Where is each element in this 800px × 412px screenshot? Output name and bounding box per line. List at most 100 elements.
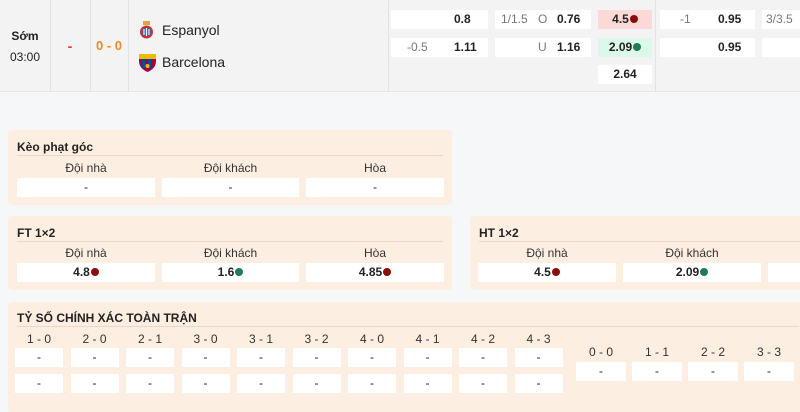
home-score-odds[interactable]: - (348, 348, 396, 367)
score-label: 3 - 0 (193, 332, 218, 346)
odds-value: 2.09 (608, 40, 633, 54)
label-home: Đội nhà (65, 246, 107, 260)
match-row[interactable]: Sớm 03:00 - 0 - 0 Espanyol Barcelona 0.8… (0, 0, 800, 92)
ou-line: 3/3.5 (766, 12, 793, 26)
home-score-odds[interactable]: - (237, 348, 285, 367)
trend-up-icon (700, 268, 709, 276)
draw-score-label: 0 - 0 (588, 345, 613, 359)
ht-home-odds[interactable]: 4.5 (478, 263, 616, 282)
divider (17, 155, 443, 156)
draw-score-label: 3 - 3 (756, 345, 781, 359)
home-score-odds[interactable]: - (292, 348, 341, 367)
espanyol-crest-icon (138, 21, 155, 39)
card-title: TỶ SỐ CHÍNH XÁC TOÀN TRẬN (17, 311, 197, 325)
corner-card: Kèo phạt góc Đội nhà Đội khách Hòa - - - (8, 130, 452, 205)
draw-score-odds[interactable]: - (744, 362, 794, 381)
handicap-line: -0.5 (407, 40, 428, 54)
divider (388, 0, 389, 92)
label-away: Đội khách (203, 161, 258, 175)
label-draw: Hòa (363, 246, 386, 260)
home-score-odds[interactable]: - (514, 348, 563, 367)
label-draw: Hòa (363, 161, 386, 175)
overunder2-over[interactable]: 3/3.5 (762, 10, 800, 29)
corner-home-odds[interactable]: - (17, 178, 155, 197)
ht-draw-odds[interactable] (768, 263, 800, 282)
away-score-odds[interactable]: - (403, 374, 452, 393)
corner-draw-odds[interactable]: - (306, 178, 444, 197)
score-label: 2 - 1 (137, 332, 162, 346)
score-label: 3 - 1 (248, 332, 273, 346)
away-score-odds[interactable]: - (181, 374, 230, 393)
home-score-odds[interactable]: - (15, 348, 63, 367)
ou-side: U (538, 40, 547, 54)
barcelona-crest-icon (138, 52, 157, 72)
odds-value: 2.64 (613, 67, 637, 81)
divider (655, 0, 656, 92)
home-score-odds[interactable]: - (181, 348, 230, 367)
draw-score-label: 2 - 2 (700, 345, 725, 359)
away-score-odds[interactable]: - (292, 374, 341, 393)
away-score-odds[interactable]: - (348, 374, 396, 393)
odds-value: 4.5 (612, 12, 629, 26)
overunder2-under[interactable] (762, 38, 800, 57)
1x2-away[interactable]: 2.09 (598, 38, 652, 57)
over-odds[interactable]: 1/1.5 O 0.76 (495, 10, 591, 29)
away-score-odds[interactable]: - (459, 374, 507, 393)
divider (50, 0, 51, 92)
odds-value: 1.11 (454, 40, 477, 54)
label-away: Đội khách (203, 246, 258, 260)
divider (17, 241, 443, 242)
home-score-odds[interactable]: - (459, 348, 507, 367)
trend-down-icon (629, 15, 638, 23)
away-score-odds[interactable]: - (237, 374, 285, 393)
home-score-odds[interactable]: - (70, 348, 119, 367)
trend-down-icon (90, 268, 99, 276)
ou-side: O (538, 12, 548, 26)
score-label: 2 - 0 (82, 332, 107, 346)
handicap2-away[interactable]: 0.95 (660, 38, 755, 57)
ft-away-odds[interactable]: 1.6 (162, 263, 299, 282)
away-team[interactable]: Barcelona (162, 54, 226, 70)
score-label: 4 - 0 (359, 332, 384, 346)
ft-card: FT 1×2 Đội nhà Đội khách Hòa 4.8 1.6 4.8… (8, 216, 452, 290)
home-team[interactable]: Espanyol (162, 22, 220, 38)
match-time: 03:00 (9, 50, 41, 64)
card-title: FT 1×2 (17, 226, 56, 240)
live-indicator: - (67, 38, 73, 54)
odds-value: 2.09 (675, 265, 700, 279)
1x2-draw[interactable]: 2.64 (598, 65, 652, 84)
odds-value: 4.5 (534, 265, 551, 279)
away-score-odds[interactable]: - (514, 374, 563, 393)
trend-down-icon (383, 268, 392, 276)
score-label: 3 - 2 (304, 332, 329, 346)
score-label: 4 - 3 (526, 332, 551, 346)
corner-away-odds[interactable]: - (162, 178, 299, 197)
draw-score-odds[interactable]: - (632, 362, 682, 381)
odds-value: 4.8 (73, 265, 90, 279)
home-score-odds[interactable]: - (126, 348, 174, 367)
score-label: 4 - 2 (470, 332, 495, 346)
score-label: 4 - 1 (415, 332, 440, 346)
away-score-odds[interactable]: - (70, 374, 119, 393)
away-score-odds[interactable]: - (15, 374, 63, 393)
divider (479, 241, 800, 242)
ou-line: 1/1.5 (501, 12, 528, 26)
divider (128, 0, 129, 92)
odds-value: 0.76 (557, 12, 581, 26)
draw-score-odds[interactable]: - (688, 362, 738, 381)
ft-draw-odds[interactable]: 4.85 (306, 263, 444, 282)
handicap-home[interactable]: 0.8 (391, 10, 488, 29)
ft-home-odds[interactable]: 4.8 (17, 263, 155, 282)
ht-away-odds[interactable]: 2.09 (623, 263, 761, 282)
trend-up-icon (633, 43, 642, 51)
handicap-away[interactable]: -0.5 1.11 (391, 38, 488, 57)
odds-value: 0.8 (454, 12, 471, 26)
odds-value: 4.85 (358, 265, 383, 279)
draw-score-odds[interactable]: - (576, 362, 626, 381)
score-label: 1 - 0 (26, 332, 51, 346)
handicap2-home[interactable]: -1 0.95 (660, 10, 755, 29)
home-score-odds[interactable]: - (403, 348, 452, 367)
away-score-odds[interactable]: - (126, 374, 174, 393)
1x2-home[interactable]: 4.5 (598, 10, 652, 29)
under-odds[interactable]: U 1.16 (495, 38, 591, 57)
